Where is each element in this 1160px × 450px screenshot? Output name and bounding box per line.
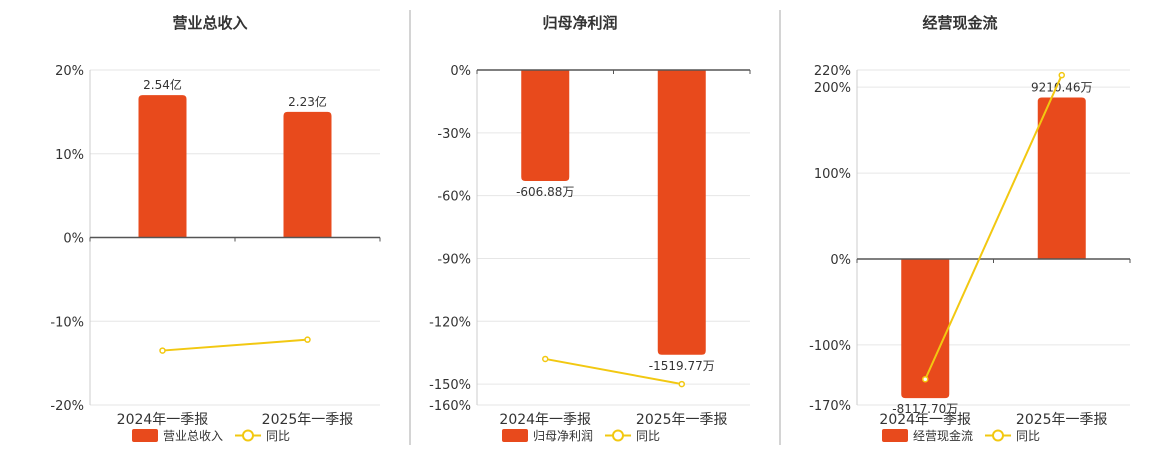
chart-title: 经营现金流 (922, 14, 997, 32)
y-tick-label: -90% (437, 252, 471, 267)
legend-bar-label: 经营现金流 (913, 428, 973, 443)
bar-data-label: 2.54亿 (143, 77, 182, 92)
legend-bar-label: 营业总收入 (163, 429, 223, 443)
line-series (545, 357, 682, 386)
bar-data-label: -8117.70万 (892, 402, 958, 416)
y-tick-label: -150% (429, 378, 471, 393)
y-tick-label: -100% (809, 339, 851, 354)
chart-title: 归母净利润 (542, 14, 617, 32)
y-tick-label: 0% (63, 232, 84, 247)
bar (901, 258, 950, 399)
y-tick-label: 100% (814, 167, 851, 182)
y-tick-label: -20% (50, 399, 84, 414)
x-tick-label: 2024年一季报 (499, 412, 591, 428)
line-point (678, 380, 685, 388)
y-tick-label: 220% (814, 64, 851, 79)
legend-line-marker (992, 429, 1004, 442)
x-tick-label: 2024年一季报 (879, 412, 971, 428)
y-tick-label: 200% (814, 81, 851, 96)
y-tick-label: -10% (50, 315, 84, 330)
legend-line-label: 同比 (266, 429, 290, 443)
x-tick-label: 2025年一季报 (636, 412, 728, 428)
bar-data-label: -606.88万 (516, 185, 574, 199)
bar (1037, 97, 1086, 259)
y-tick-label: -30% (437, 127, 471, 142)
line-point (1058, 71, 1065, 79)
legend-bar-swatch (132, 429, 158, 442)
y-tick-label: 0% (450, 64, 471, 79)
bar (657, 70, 706, 355)
bar-data-label: 2.23亿 (288, 94, 327, 109)
x-tick-label: 2025年一季报 (262, 412, 354, 428)
legend-bar-label: 归母净利润 (533, 429, 593, 443)
bar (138, 95, 187, 238)
legend-bar-swatch (502, 429, 528, 442)
y-tick-label: 10% (55, 148, 84, 163)
legend-line-marker (612, 429, 624, 442)
y-tick-label: 0% (830, 253, 851, 268)
y-tick-label: -160% (429, 399, 471, 414)
chart-title: 营业总收入 (172, 14, 247, 32)
x-tick-label: 2025年一季报 (1016, 412, 1108, 428)
y-tick-label: -120% (429, 315, 471, 330)
line-point (304, 336, 311, 343)
y-tick-label: -170% (809, 399, 851, 414)
line-point (159, 347, 166, 354)
legend-line-label: 同比 (1016, 429, 1040, 443)
legend-line-label: 同比 (636, 429, 660, 443)
line-point (922, 375, 929, 383)
y-tick-label: 20% (55, 64, 84, 79)
bar-data-label: 9210.46万 (1031, 80, 1093, 94)
bar (521, 70, 570, 181)
y-tick-label: -60% (437, 190, 471, 205)
line-series (924, 74, 1063, 380)
line-point (542, 355, 549, 363)
bar (283, 111, 332, 238)
legend-line-marker (242, 429, 254, 442)
bar-data-label: -1519.77万 (649, 359, 715, 373)
line-series (162, 338, 308, 352)
legend-bar-swatch (882, 429, 908, 442)
x-tick-label: 2024年一季报 (117, 412, 209, 428)
